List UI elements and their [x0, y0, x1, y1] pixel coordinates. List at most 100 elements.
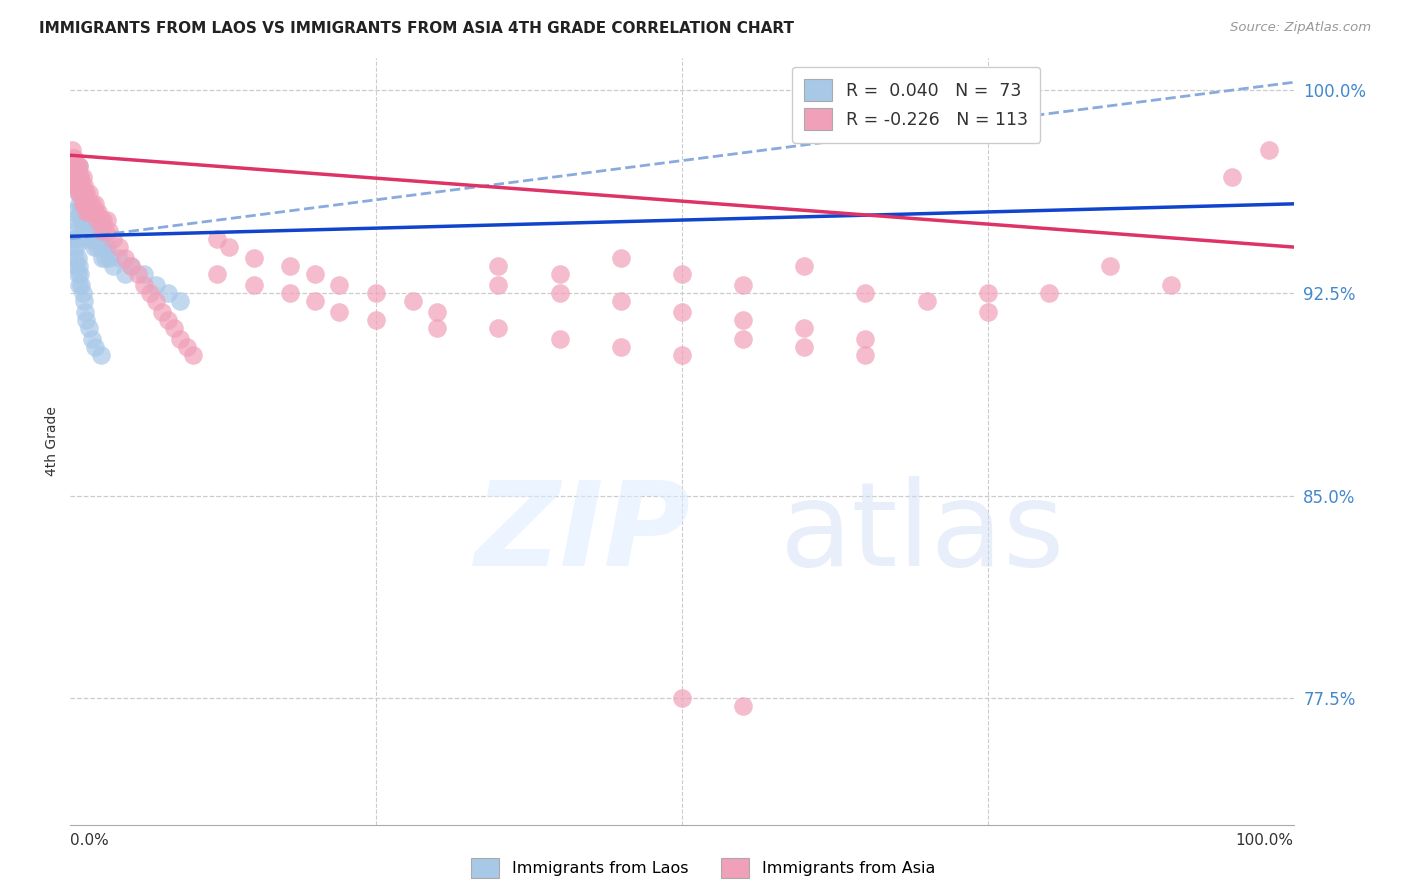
- Point: [66, 267, 89, 281]
- Point: [72, 186, 94, 200]
- Point: [157, 285, 180, 300]
- Point: [73, 197, 96, 211]
- Point: [108, 251, 131, 265]
- Point: [90, 348, 112, 362]
- Point: [169, 294, 191, 309]
- Point: [671, 267, 693, 281]
- Point: [70, 178, 93, 192]
- Point: [426, 305, 449, 319]
- Point: [67, 186, 90, 200]
- Point: [62, 169, 84, 184]
- Point: [915, 294, 938, 309]
- Point: [69, 169, 91, 184]
- Point: [157, 313, 180, 327]
- Point: [63, 178, 86, 192]
- Point: [67, 178, 90, 192]
- Point: [70, 213, 93, 227]
- Point: [1220, 169, 1243, 184]
- Point: [793, 321, 815, 335]
- Point: [84, 232, 107, 246]
- Point: [733, 699, 755, 714]
- Point: [243, 251, 266, 265]
- Point: [426, 321, 449, 335]
- Point: [280, 259, 302, 273]
- Point: [101, 259, 124, 273]
- Point: [63, 159, 86, 173]
- Point: [65, 159, 87, 173]
- Point: [66, 178, 89, 192]
- Point: [671, 691, 693, 706]
- Point: [84, 205, 107, 219]
- Point: [70, 197, 93, 211]
- Point: [65, 169, 87, 184]
- Point: [328, 277, 350, 292]
- Point: [169, 332, 191, 346]
- Point: [62, 213, 84, 227]
- Point: [82, 332, 104, 346]
- Point: [96, 240, 118, 254]
- Point: [91, 251, 114, 265]
- Point: [91, 224, 114, 238]
- Point: [402, 294, 425, 309]
- Point: [855, 332, 877, 346]
- Point: [60, 169, 83, 184]
- Point: [73, 178, 96, 192]
- Point: [67, 159, 90, 173]
- Point: [733, 313, 755, 327]
- Point: [66, 186, 89, 200]
- Point: [77, 224, 100, 238]
- Point: [488, 277, 510, 292]
- Point: [91, 240, 114, 254]
- Point: [60, 159, 83, 173]
- Point: [63, 232, 86, 246]
- Point: [73, 197, 96, 211]
- Point: [69, 169, 91, 184]
- Legend: R =  0.040   N =  73, R = -0.226   N = 113: R = 0.040 N = 73, R = -0.226 N = 113: [792, 67, 1040, 143]
- Point: [67, 159, 90, 173]
- Point: [139, 285, 162, 300]
- Text: 0.0%: 0.0%: [70, 833, 110, 848]
- Point: [77, 205, 100, 219]
- Point: [93, 251, 115, 265]
- Point: [86, 240, 108, 254]
- Point: [96, 213, 118, 227]
- Point: [73, 305, 96, 319]
- Point: [66, 251, 89, 265]
- Point: [80, 205, 103, 219]
- Point: [548, 285, 571, 300]
- Point: [62, 232, 84, 246]
- Point: [67, 259, 90, 273]
- Point: [65, 259, 87, 273]
- Point: [76, 197, 98, 211]
- Point: [93, 224, 115, 238]
- Point: [114, 267, 136, 281]
- Point: [243, 277, 266, 292]
- Point: [366, 313, 388, 327]
- Point: [855, 348, 877, 362]
- Point: [63, 159, 86, 173]
- Point: [145, 294, 167, 309]
- Point: [66, 169, 89, 184]
- Point: [69, 186, 91, 200]
- Point: [79, 213, 101, 227]
- Point: [121, 259, 143, 273]
- Point: [793, 340, 815, 354]
- Point: [70, 277, 93, 292]
- Point: [90, 213, 112, 227]
- Point: [62, 159, 84, 173]
- Point: [163, 321, 186, 335]
- Point: [280, 285, 302, 300]
- Point: [488, 259, 510, 273]
- Point: [65, 178, 87, 192]
- Point: [67, 169, 90, 184]
- Point: [62, 151, 84, 165]
- Point: [65, 240, 87, 254]
- Point: [63, 151, 86, 165]
- Point: [66, 169, 89, 184]
- Point: [69, 178, 91, 192]
- Point: [127, 267, 149, 281]
- Point: [75, 186, 97, 200]
- Point: [73, 224, 96, 238]
- Point: [98, 224, 121, 238]
- Point: [671, 348, 693, 362]
